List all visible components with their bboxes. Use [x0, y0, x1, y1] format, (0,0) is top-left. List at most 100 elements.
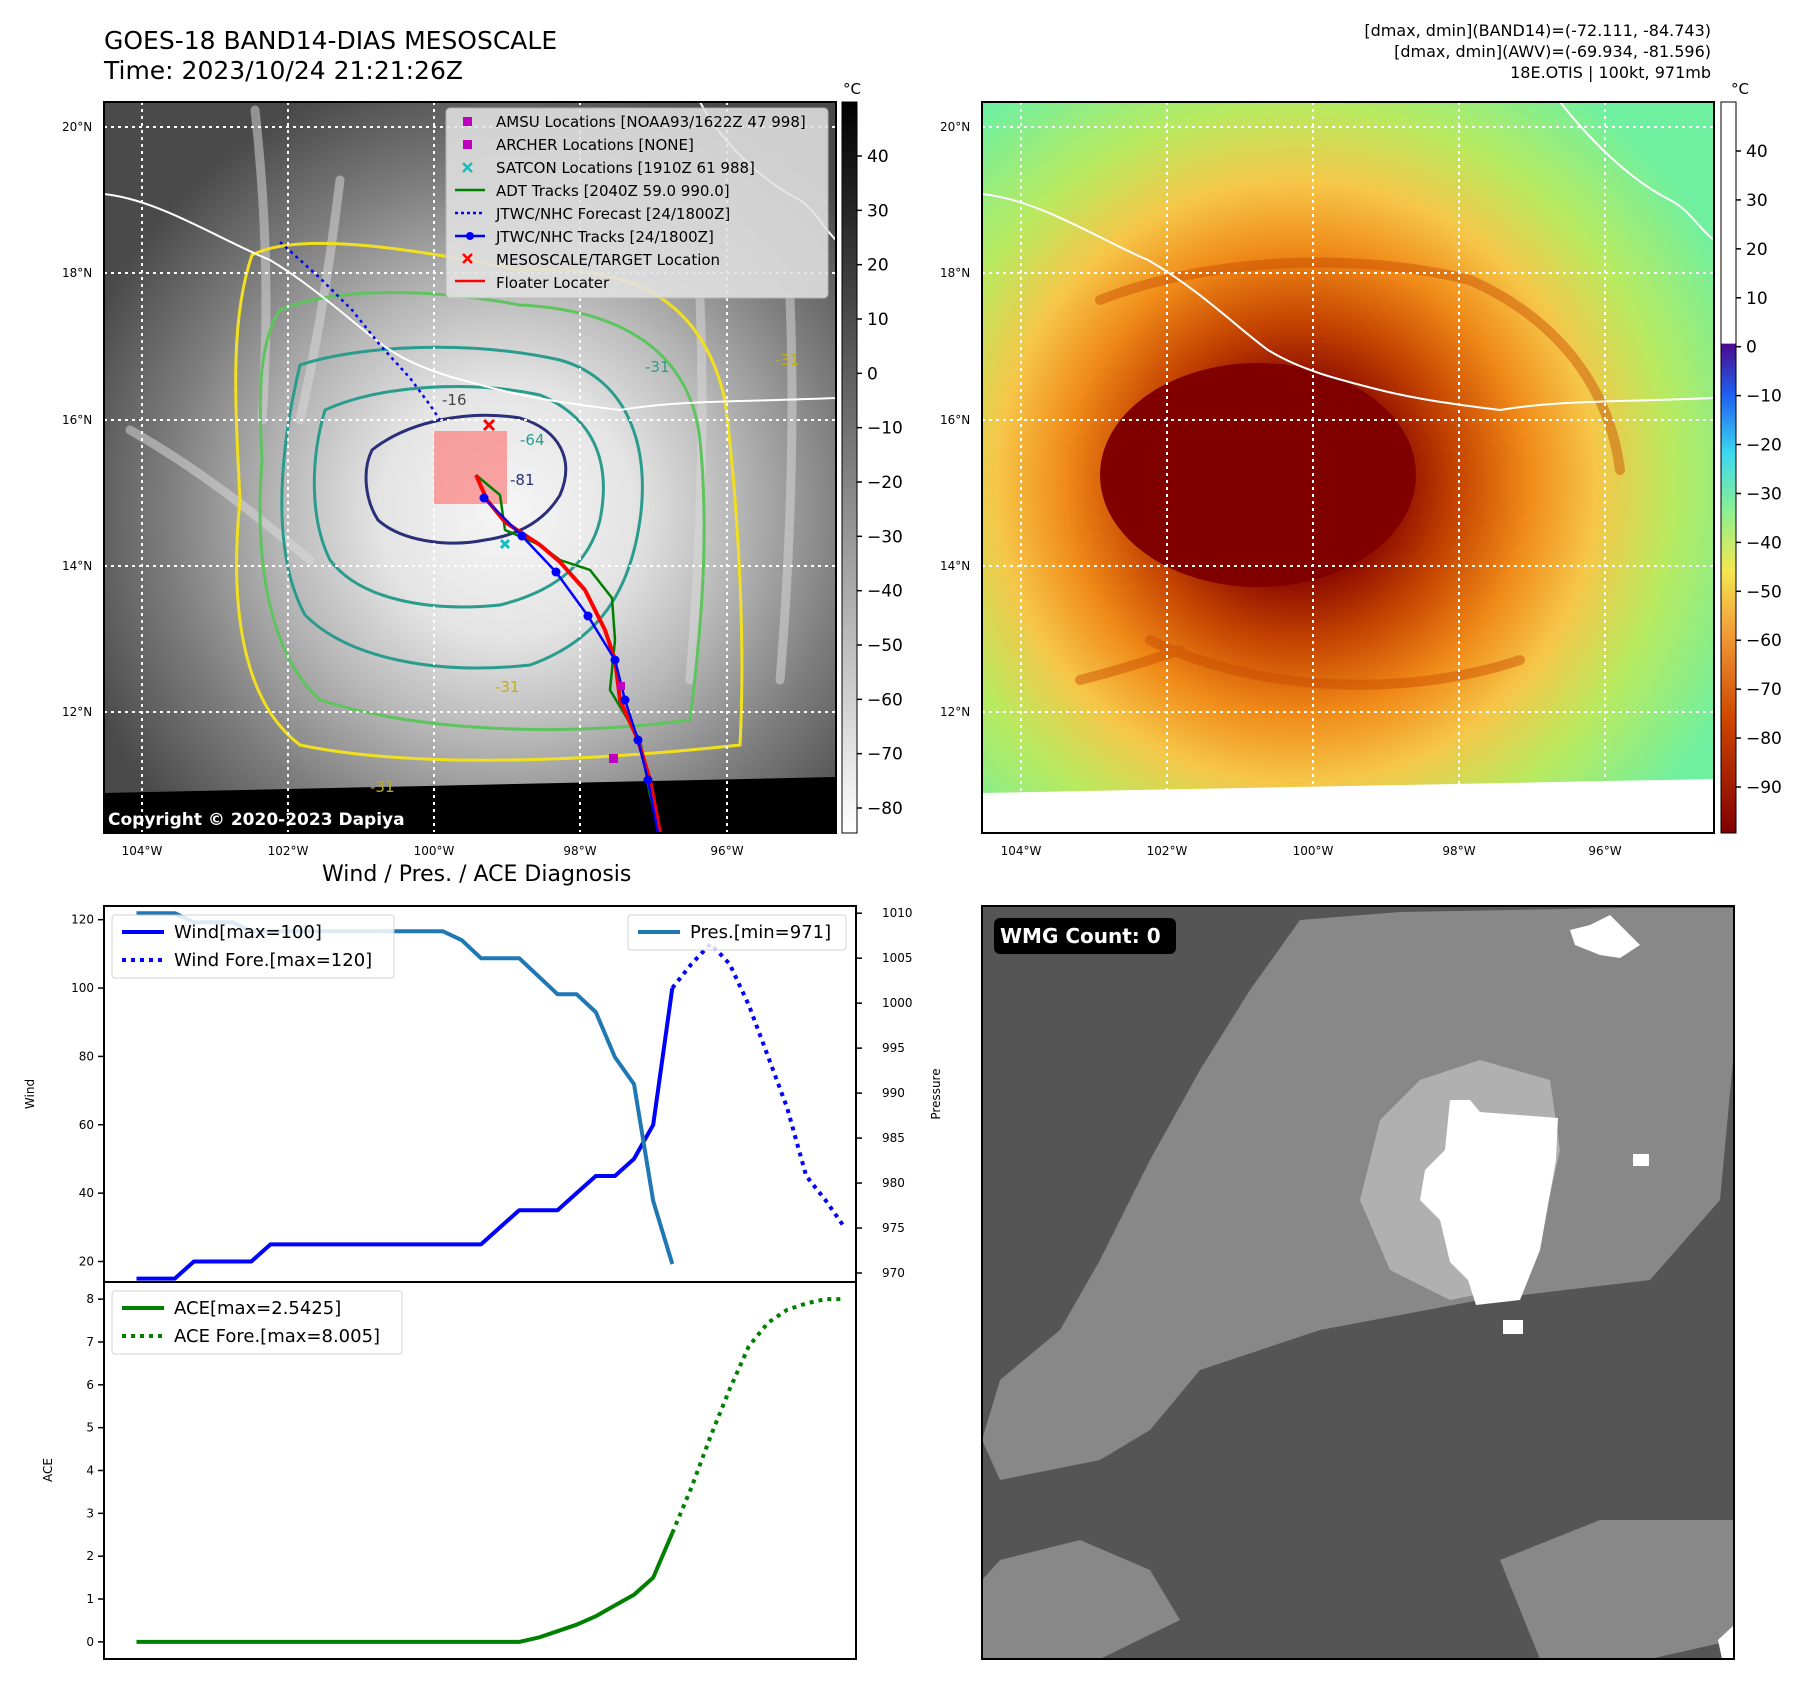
contour-green	[258, 291, 706, 732]
colorbar-tick-label: −90	[1746, 778, 1782, 798]
awv-colorbar-unit: °C	[1731, 80, 1749, 98]
colorbar-tick-label: 0	[1746, 338, 1757, 358]
wmg-frame	[981, 905, 1735, 1660]
colorbar-tick-label: 10	[867, 310, 889, 330]
lon-label: 98°W	[563, 844, 596, 858]
y-tick-label: 0	[86, 1635, 94, 1649]
legend-label: SATCON Locations [1910Z 61 988]	[496, 159, 755, 177]
y-tick-label: 8	[86, 1292, 94, 1306]
wind-fore-legend-label: Wind Fore.[max=120]	[174, 950, 372, 971]
pressure-ticks: 970 975 980 985 990 995 1000 1005 1010	[856, 906, 913, 1280]
lon-label: 102°W	[1147, 844, 1188, 858]
awv-colorbar-ticks: 40 30 20 10 0 −10 −20 −30 −40 −50 −60 −70 −80 −90	[1736, 142, 1782, 798]
colorbar-tick-label: −10	[867, 419, 903, 439]
y-tick-label: 3	[86, 1506, 94, 1520]
y-tick-label: 7	[86, 1335, 94, 1349]
lon-label: 104°W	[1001, 844, 1042, 858]
lat-label: 14°N	[940, 559, 970, 573]
wind-legend-box	[111, 914, 395, 979]
title-line-1: GOES-18 BAND14-DIAS MESOSCALE	[104, 26, 558, 55]
series-line	[136, 987, 675, 1281]
ace-legend: ACE[max=2.5425] ACE Fore.[max=8.005]	[111, 1290, 403, 1355]
lat-label: 20°N	[940, 120, 970, 134]
legend-label: Floater Locater	[496, 274, 610, 292]
colorbar-tick-label: 30	[867, 201, 889, 221]
wmg-count-label: WMG Count: 0	[1000, 924, 1161, 948]
lat-label: 16°N	[940, 413, 970, 427]
legend-label: ARCHER Locations [NONE]	[496, 136, 694, 154]
awv-colorbar-gradient	[1720, 101, 1737, 834]
satcon-legend-icon	[462, 162, 473, 173]
colorbar-tick-label: −50	[1746, 582, 1782, 602]
legend-label: JTWC/NHC Forecast [24/1800Z]	[495, 205, 730, 223]
awv-map-panel: 20°N 18°N 16°N 14°N 12°N 104°W 102°W 10 0…	[940, 80, 1782, 858]
colorbar-tick-label: −30	[1746, 484, 1782, 504]
target-marker	[482, 418, 496, 432]
wind-ylabel: Wind	[23, 1079, 37, 1109]
colorbar-tick-label: −40	[867, 582, 903, 602]
lon-label: 102°W	[268, 844, 309, 858]
contour-navy	[364, 413, 568, 545]
ir-map-panel: -16 -64 -81 -31 -31 -31 -31 Copyright © …	[62, 80, 903, 858]
lat-label: 12°N	[62, 705, 92, 719]
colorbar-tick-label: −30	[867, 527, 903, 547]
y-tick-label: 100	[71, 981, 94, 995]
ir-map-frame	[103, 101, 837, 834]
awv-map-frame	[981, 101, 1715, 834]
contour-label: -31	[495, 678, 520, 696]
ir-colorbar-unit: °C	[843, 80, 861, 98]
y-tick-label: 990	[882, 1086, 905, 1100]
contour-label: -64	[520, 431, 545, 449]
lat-label: 18°N	[940, 266, 970, 280]
pressure-legend-box	[627, 914, 847, 951]
contour-label: -31	[645, 358, 670, 376]
awv-gridlines	[982, 102, 1714, 833]
awv-colorbar: °C 40 30 20 10 0 −10 −20 −30 −40 −50 −60 −70 −80 −90	[1720, 80, 1782, 834]
map-legend: AMSU Locations [NOAA93/1622Z 47 998] ARC…	[445, 107, 829, 299]
legend-icons	[455, 117, 485, 283]
awv-no-data	[982, 779, 1714, 833]
legend-label: AMSU Locations [NOAA93/1622Z 47 998]	[496, 113, 806, 131]
ace-fore-legend-label: ACE Fore.[max=8.005]	[174, 1326, 380, 1347]
coastline	[104, 193, 836, 412]
ace-legend-box	[111, 1290, 403, 1355]
lat-label: 14°N	[62, 559, 92, 573]
wind-ticks: 20 40 60 80 100 120	[71, 913, 104, 1268]
y-tick-label: 995	[882, 1041, 905, 1055]
contour-label: -31	[370, 778, 395, 796]
y-tick-label: 980	[882, 1176, 905, 1190]
y-tick-label: 1	[86, 1592, 94, 1606]
lat-label: 16°N	[62, 413, 92, 427]
colorbar-tick-label: −60	[1746, 631, 1782, 651]
colorbar-tick-label: 10	[1746, 289, 1768, 309]
colorbar-tick-label: 20	[867, 256, 889, 276]
ir-colorbar-ticks: 40 30 20 10 0 −10 −20 −30 −40 −50 −60 −70 −80	[857, 147, 903, 819]
lon-label: 104°W	[122, 844, 163, 858]
y-tick-label: 2	[86, 1549, 94, 1563]
wmg-mid-region	[982, 908, 1734, 1659]
contour-label: -16	[442, 391, 467, 409]
contour-label: -31	[775, 351, 800, 369]
title-line-2: Time: 2023/10/24 21:21:26Z	[104, 56, 463, 85]
jtwc-track-points	[479, 493, 653, 785]
satcon-marker	[499, 538, 511, 550]
colorbar-tick-label: 30	[1746, 191, 1768, 211]
wind-series	[136, 941, 847, 1281]
lat-label: 12°N	[940, 705, 970, 719]
forecast-series-line	[670, 1297, 845, 1534]
contour-label: -81	[510, 471, 535, 489]
colorbar-tick-label: 40	[1746, 142, 1768, 162]
copyright: Copyright © 2020-2023 Dapiya	[108, 810, 405, 830]
lat-label: 18°N	[62, 266, 92, 280]
forecast-series-line	[670, 941, 847, 1229]
y-tick-label: 1010	[882, 906, 913, 920]
colorbar-tick-label: −60	[867, 690, 903, 710]
info-line-1: [dmax, dmin](BAND14)=(-72.111, -84.743)	[1364, 21, 1711, 40]
coastline-north	[1559, 102, 1714, 241]
pressure-ylabel: Pressure	[929, 1068, 943, 1119]
ace-ylabel: ACE	[41, 1458, 55, 1482]
y-tick-label: 975	[882, 1221, 905, 1235]
coastline	[982, 193, 1714, 412]
colorbar-tick-label: −70	[867, 745, 903, 765]
